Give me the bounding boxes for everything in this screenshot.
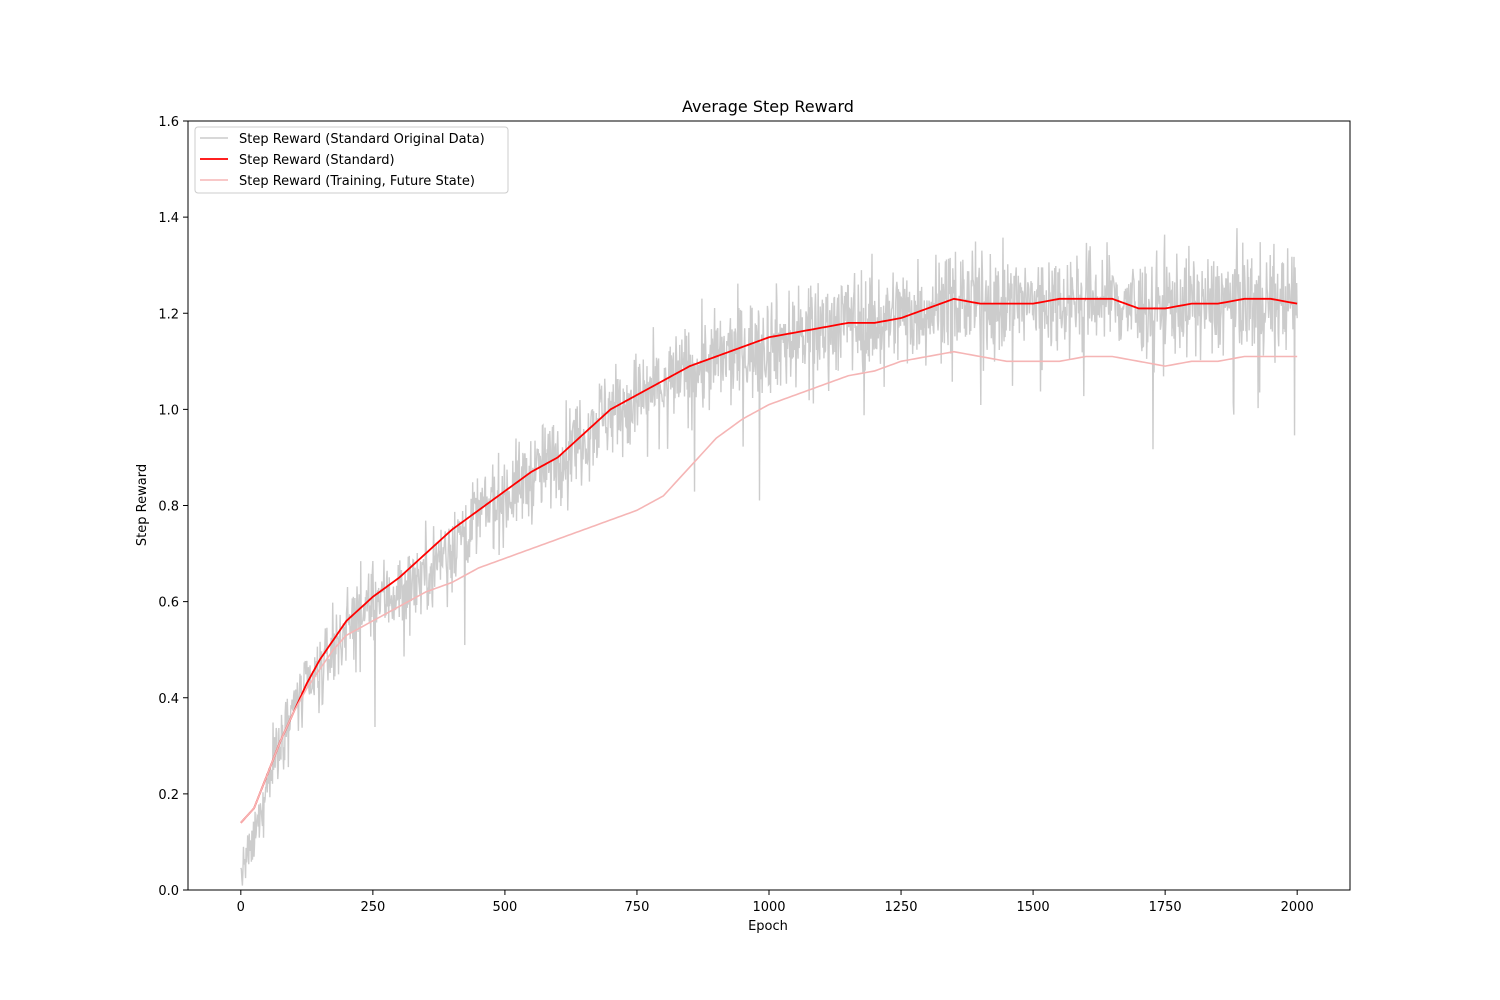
series-line-standard <box>240 297 1298 824</box>
y-tick-label: 1.2 <box>158 307 179 322</box>
y-tick-label: 0.8 <box>158 500 179 515</box>
x-tick-label: 2000 <box>1281 900 1314 915</box>
y-tick-label: 1.4 <box>158 211 179 226</box>
legend-box <box>194 126 509 194</box>
x-tick-label: 250 <box>360 900 385 915</box>
plot-frame <box>187 120 1351 891</box>
x-tick-label: 1000 <box>752 900 785 915</box>
x-axis-label: Epoch <box>748 919 788 934</box>
series-line-training-future <box>240 350 1298 824</box>
series-line-raw <box>240 228 1298 886</box>
x-tick-label: 750 <box>625 900 650 915</box>
x-axis: 0 250 500 750 1000 1250 1500 1750 2000 <box>237 890 1314 915</box>
y-tick-label: 0.2 <box>158 788 179 803</box>
x-tick-label: 1500 <box>1017 900 1050 915</box>
x-tick-label: 1750 <box>1149 900 1182 915</box>
y-tick-label: 0.0 <box>158 884 179 899</box>
chart-title: Average Step Reward <box>682 97 854 116</box>
plot-area <box>240 228 1298 886</box>
x-tick-label: 1250 <box>884 900 917 915</box>
x-tick-label: 0 <box>237 900 245 915</box>
legend-label: Step Reward (Training, Future State) <box>239 174 475 189</box>
y-axis: 0.0 0.2 0.4 0.6 0.8 1.0 1.2 1.4 1.6 <box>158 115 188 899</box>
legend-label: Step Reward (Standard Original Data) <box>239 132 485 147</box>
y-tick-label: 1.0 <box>158 403 179 418</box>
x-tick-label: 500 <box>492 900 517 915</box>
y-axis-label: Step Reward <box>135 464 150 546</box>
y-tick-label: 0.6 <box>158 596 179 611</box>
y-tick-label: 0.4 <box>158 692 179 707</box>
y-tick-label: 1.6 <box>158 115 179 130</box>
legend-label: Step Reward (Standard) <box>239 153 395 168</box>
legend: Step Reward (Standard Original Data) Step… <box>194 126 509 194</box>
